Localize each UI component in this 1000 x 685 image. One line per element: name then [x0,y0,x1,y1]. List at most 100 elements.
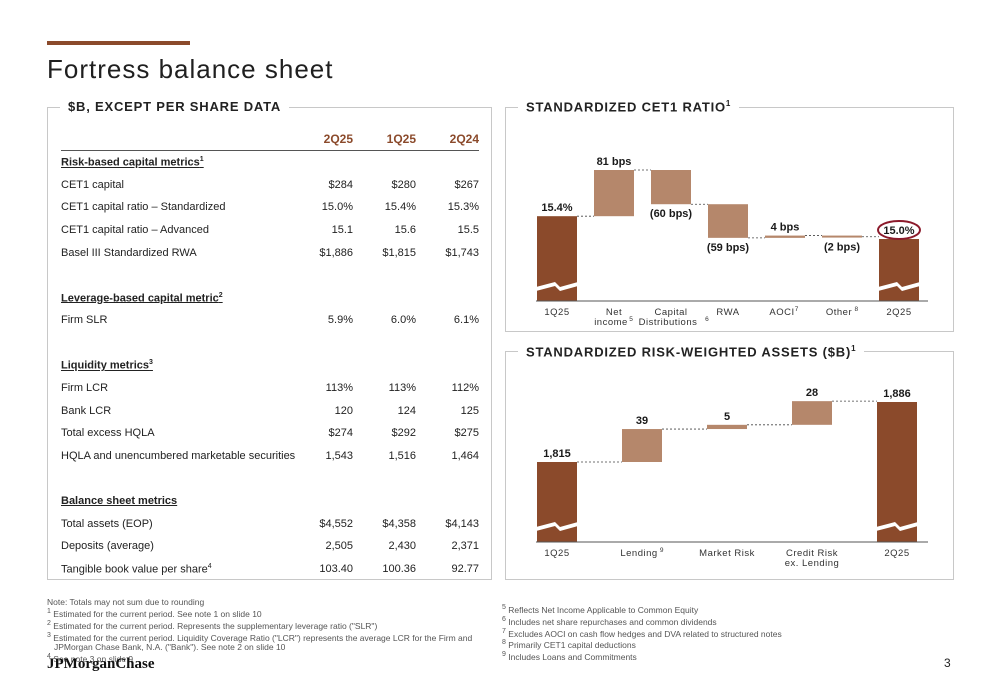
table-row: CET1 capital ratio – Advanced 15.1 15.6 15.… [61,219,479,242]
category-footnote: 7 [795,306,799,313]
category-label: 2Q25 [886,307,911,318]
metrics-table: 2Q25 1Q25 2Q24 Risk-based capital metric… [61,128,479,580]
row-label-text: Total assets (EOP) [61,517,153,530]
cell-value: $4,358 [382,517,416,530]
cell-value: 15.4% [384,201,416,214]
cell-value: $280 [391,178,416,191]
cell-value: 15.0% [321,201,353,214]
data-label: 15.4% [541,202,572,214]
cell-value: 6.1% [453,314,479,327]
spacer-row [61,264,479,287]
footnote: 2 Estimated for the current period. Repr… [47,619,497,631]
change-bar [707,424,747,430]
cell-value: 2,371 [451,540,479,553]
section-title: Risk-based capital metrics1 [61,151,479,174]
category-label: Distributions [639,317,698,328]
category-label: income [594,317,628,328]
row-label: CET1 capital ratio – Advanced [61,219,305,242]
cell-value: 120 [334,404,353,417]
change-bar [792,401,832,425]
table-row: Basel III Standardized RWA $1,886 $1,815 $1… [61,241,479,264]
section-title: Balance sheet metrics [61,490,479,513]
row-label: Firm SLR [61,309,305,332]
cell-value: $275 [454,427,479,440]
table-row: HQLA and unencumbered marketable securit… [61,445,479,468]
footnote-text: Estimated for the current period. Liquid… [53,632,473,643]
footnote-text: Includes net share repurchases and commo… [508,616,717,627]
table-row: Firm SLR 5.9% 6.0% 6.1% [61,309,479,332]
cell-value: 92.77 [451,562,479,575]
footnote-number: 8 [502,639,506,647]
cell-value: $1,815 [382,246,416,259]
cell-value: 1,543 [325,450,353,463]
section-header-row: Balance sheet metrics [61,490,479,513]
footnote-number: 1 [47,608,51,615]
footnote: 9 Includes Loans and Commitments [502,650,902,662]
category-label: AOCI [769,307,794,318]
footnote: 3 Estimated for the current period. Liqu… [47,631,497,643]
data-label: 39 [636,415,648,427]
cell-value: 15.1 [331,224,353,237]
change-bar [594,170,634,217]
column-header: 1Q25 [353,128,416,151]
category-footnote: 8 [855,306,859,313]
row-label: Firm LCR [61,377,305,400]
row-label-text: Basel III Standardized RWA [61,246,197,259]
cell-value: $292 [391,427,416,440]
data-label: 1,815 [543,448,571,460]
section-label: Risk-based capital metrics [61,156,200,169]
table-row: Tangible book value per share4 103.40 100.… [61,558,479,581]
row-label: Tangible book value per share4 [61,558,305,581]
section-title: Liquidity metrics3 [61,354,479,377]
category-label: Market Risk [699,548,755,559]
footnote: Note: Totals may not sum due to rounding [47,597,497,607]
column-header: 2Q24 [416,128,479,151]
cell-value: 5.9% [327,314,353,327]
footnote: 1 Estimated for the current period. See … [47,607,497,619]
cell-value: 15.5 [457,224,479,237]
category-label: 2Q25 [884,548,909,559]
cell-value: 2,430 [388,540,416,553]
table-row: Total assets (EOP) $4,552 $4,358 $4,143 [61,513,479,536]
table-row: CET1 capital $284 $280 $267 [61,174,479,197]
footnote-text: Note: Totals may not sum due to rounding [47,597,205,607]
footnote: 7 Excludes AOCI on cash flow hedges and … [502,627,902,639]
footnote-number: 4 [47,653,51,661]
data-label: 5 [724,411,730,423]
row-label: Deposits (average) [61,535,305,558]
metrics-panel-title-text: $B, EXCEPT PER SHARE DATA [68,99,282,114]
cell-value: 2,505 [325,540,353,553]
header-blank [61,128,305,151]
table-row: Bank LCR 120 124 125 [61,400,479,423]
cell-value: 15.3% [447,201,479,214]
row-label: CET1 capital [61,174,305,197]
change-bar [822,235,862,238]
footnote-number: 7 [502,627,506,635]
change-bar [765,235,805,238]
spacer-row [61,332,479,355]
axis-break-mark [876,522,918,531]
footnote-number: 9 [502,651,506,659]
cell-value: $1,886 [319,246,353,259]
footnote: 4 See note 3 on slide 9 [47,652,497,664]
footnote-text: JPMorgan Chase Bank, N.A. ("Bank"). See … [54,642,286,653]
data-label: 4 bps [771,222,800,234]
cell-value: 6.0% [390,314,416,327]
footnote-number: 3 [47,631,51,639]
footnote-ref: 4 [207,562,212,570]
cell-value: 100.36 [382,562,416,575]
total-bar [879,239,919,301]
metrics-panel-title: $B, EXCEPT PER SHARE DATA [60,99,290,114]
footnotes-right: 5 Reflects Net Income Applicable to Comm… [502,603,902,662]
section-label: Liquidity metrics [61,359,150,372]
footnote-ref: 1 [199,155,204,163]
data-label: (60 bps) [650,208,693,220]
cell-value: $284 [328,178,353,191]
row-label-text: Deposits (average) [61,540,154,553]
section-header-row: Leverage-based capital metric2 [61,287,479,310]
table-row: CET1 capital ratio – Standardized 15.0% 15… [61,196,479,219]
section-label: Leverage-based capital metric [61,292,219,305]
category-label: ex. Lending [785,558,840,569]
data-label: 81 bps [597,156,632,168]
change-bar [651,170,691,205]
